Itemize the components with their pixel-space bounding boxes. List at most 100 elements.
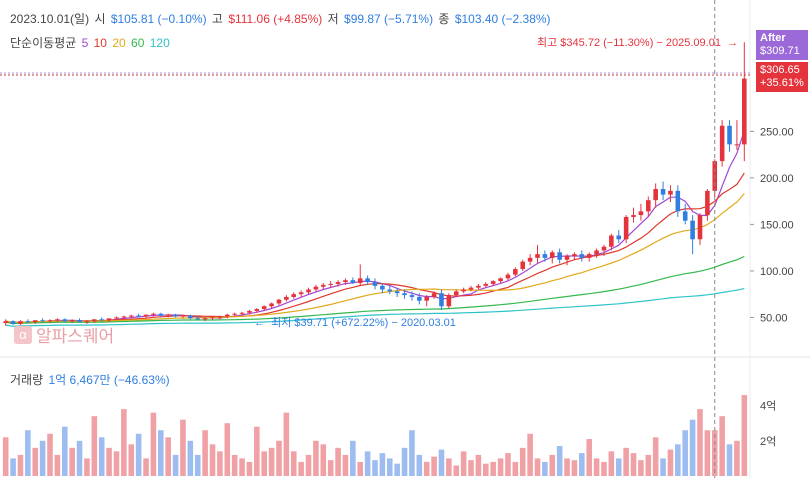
candle-body bbox=[10, 321, 16, 324]
volume-bar bbox=[741, 395, 748, 476]
candle-body bbox=[3, 321, 8, 324]
alpha-icon: α bbox=[14, 325, 32, 344]
volume-bar bbox=[615, 458, 622, 476]
current-price-tag: $306.65 +35.61% bbox=[756, 62, 808, 92]
volume-bar bbox=[305, 454, 312, 476]
high-value: $111.06 (+4.85%) bbox=[228, 12, 323, 26]
volume-bar bbox=[682, 430, 689, 476]
y-tick-label: 200.00 bbox=[760, 173, 794, 185]
ma-legend[interactable]: 단순이동평균 5 10 20 60 120 bbox=[10, 34, 172, 51]
candle-body bbox=[483, 283, 489, 286]
candle-body bbox=[424, 296, 429, 301]
candle-body bbox=[505, 274, 511, 279]
candle-body bbox=[217, 316, 223, 318]
candle-body bbox=[106, 318, 112, 321]
volume-bar bbox=[630, 453, 637, 476]
volume-bar bbox=[593, 458, 600, 476]
volume-bar bbox=[549, 454, 556, 476]
volume-tick-label: 2억 bbox=[760, 435, 776, 448]
volume-bar bbox=[623, 447, 629, 476]
volume-bar bbox=[10, 458, 16, 476]
ma20-label: 20 bbox=[112, 36, 126, 50]
volume-bar bbox=[84, 458, 90, 476]
volume-bar bbox=[121, 409, 127, 476]
volume-bar bbox=[261, 451, 267, 476]
volume-bar bbox=[276, 440, 282, 476]
candle-body bbox=[158, 313, 164, 316]
volume-bar bbox=[453, 465, 460, 476]
volume-bar bbox=[638, 460, 644, 476]
candle-body bbox=[165, 314, 171, 316]
candle-body bbox=[579, 254, 585, 258]
volume-bar bbox=[475, 454, 482, 476]
candle-body bbox=[328, 283, 333, 285]
candle-body bbox=[62, 319, 68, 322]
volume-bar bbox=[128, 444, 135, 476]
y-tick-label: 100.00 bbox=[760, 266, 794, 278]
candle-body bbox=[601, 246, 607, 251]
candle-body bbox=[25, 321, 31, 323]
candle-body bbox=[498, 278, 503, 282]
volume-bar bbox=[601, 461, 607, 476]
candle-body bbox=[114, 317, 119, 319]
candle-body bbox=[461, 289, 466, 292]
candle-body bbox=[40, 320, 45, 322]
candle-body bbox=[535, 254, 540, 258]
candle-body bbox=[453, 291, 459, 296]
arrow-right-icon: → bbox=[724, 37, 739, 49]
volume-bar bbox=[660, 458, 666, 476]
volume-bar bbox=[39, 440, 46, 476]
volume-bar bbox=[342, 454, 349, 476]
candle-body bbox=[572, 254, 577, 257]
volume-bar bbox=[579, 453, 585, 476]
volume-bar bbox=[217, 451, 223, 476]
candle-body bbox=[239, 312, 245, 314]
candle-body bbox=[682, 211, 688, 221]
candle-body bbox=[513, 269, 518, 275]
volume-bar bbox=[209, 444, 216, 476]
after-price: $309.71 bbox=[760, 45, 800, 57]
candle-body bbox=[631, 215, 636, 217]
candle-body bbox=[77, 320, 82, 323]
candle-body bbox=[350, 280, 356, 284]
candle-body bbox=[690, 220, 695, 240]
current-price: $306.65 bbox=[760, 64, 800, 76]
volume-bar bbox=[239, 458, 245, 476]
low-value: $99.87 (−5.71%) bbox=[344, 12, 434, 26]
ohlc-header: 2023.10.01(일) 시 $105.81 (−0.10%) 고 $111.… bbox=[10, 10, 553, 27]
volume-bar bbox=[224, 423, 231, 476]
candle-body bbox=[357, 278, 363, 284]
candle-body bbox=[417, 296, 422, 301]
candle-body bbox=[490, 281, 496, 284]
volume-bar bbox=[409, 430, 415, 476]
candle-body bbox=[32, 320, 38, 323]
candle-body bbox=[291, 294, 297, 297]
candle-body bbox=[261, 306, 267, 310]
ma120-label: 120 bbox=[149, 36, 170, 50]
candle-body bbox=[520, 261, 526, 270]
volume-bar bbox=[320, 444, 327, 476]
after-hours-tag: After $309.71 bbox=[756, 30, 808, 60]
candle-body bbox=[527, 257, 533, 262]
close-label: 종 bbox=[438, 12, 450, 26]
volume-bar bbox=[652, 437, 659, 476]
volume-bar bbox=[379, 453, 386, 476]
volume-bar bbox=[468, 460, 474, 476]
candle-body bbox=[557, 252, 562, 260]
header-date: 2023.10.01(일) bbox=[10, 12, 90, 26]
volume-bar bbox=[187, 440, 194, 476]
y-tick-label: 150.00 bbox=[760, 219, 794, 231]
volume-bar bbox=[689, 419, 696, 476]
candle-body bbox=[188, 315, 193, 319]
candle-body bbox=[232, 313, 237, 315]
volume-bar bbox=[586, 439, 592, 476]
volume-bar bbox=[460, 451, 467, 476]
volume-bar bbox=[172, 454, 179, 476]
candle-body bbox=[69, 320, 75, 322]
candle-body bbox=[734, 144, 740, 146]
volume-bar bbox=[357, 461, 364, 476]
arrow-left-icon: ← bbox=[254, 317, 269, 329]
volume-bar bbox=[165, 437, 171, 476]
